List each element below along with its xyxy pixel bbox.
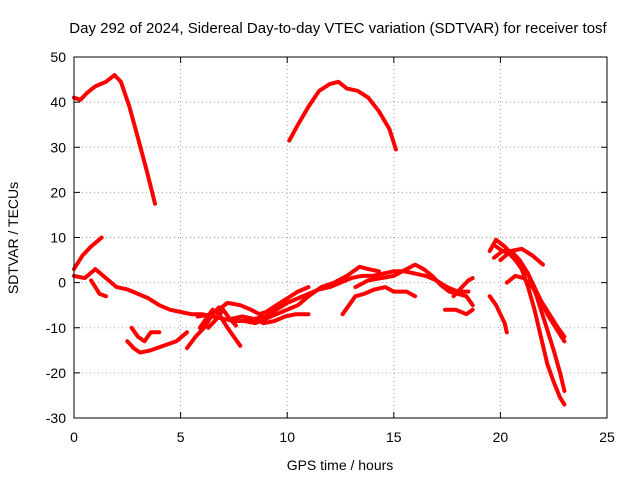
y-tick-label-6: 30 <box>50 139 66 155</box>
y-tick-label-7: 40 <box>50 94 66 110</box>
series-arc-23 <box>504 273 567 339</box>
y-tick-label-1: -20 <box>46 365 66 381</box>
series-arc-16 <box>443 307 475 317</box>
x-tick-label-4: 20 <box>493 429 509 445</box>
y-tick-label-4: 10 <box>50 230 66 246</box>
tick-labels: 0 5 10 15 20 25 -30 -20 -10 0 10 20 30 40 50 <box>46 49 615 445</box>
x-tick-label-1: 5 <box>177 429 185 445</box>
y-tick-label-5: 20 <box>50 184 66 200</box>
series-arc-3 <box>72 235 104 272</box>
x-tick-label-3: 15 <box>386 429 402 445</box>
y-tick-label-8: 50 <box>50 49 66 65</box>
x-tick-label-0: 0 <box>70 429 78 445</box>
series-arc-2 <box>287 79 398 152</box>
x-axis-label: GPS time / hours <box>287 457 394 473</box>
x-tick-label-2: 10 <box>279 429 295 445</box>
y-tick-label-0: -30 <box>46 410 66 426</box>
y-axis-label: SDTVAR / TECUs <box>5 182 21 294</box>
series-arc-18 <box>487 294 509 335</box>
y-tick-label-3: 0 <box>58 275 66 291</box>
series-arc-10 <box>206 307 238 330</box>
series-arc-12 <box>229 312 311 326</box>
series-arc-13 <box>231 264 381 326</box>
series-arc-22 <box>498 246 545 267</box>
data-series <box>72 73 567 407</box>
series-arc-7 <box>125 330 189 355</box>
x-tick-label-5: 25 <box>599 429 615 445</box>
series-arc-5 <box>89 278 108 299</box>
plot-frame <box>73 56 608 419</box>
y-tick-label-2: -10 <box>46 320 66 336</box>
series-arc-17 <box>451 276 475 299</box>
series-arc-1 <box>72 73 157 206</box>
series-arc-11 <box>195 285 311 319</box>
series-arc-14 <box>340 285 418 317</box>
series-arc-6 <box>129 325 162 344</box>
chart-title: Day 292 of 2024, Sidereal Day-to-day VTE… <box>69 20 607 37</box>
grid-lines <box>74 57 607 418</box>
